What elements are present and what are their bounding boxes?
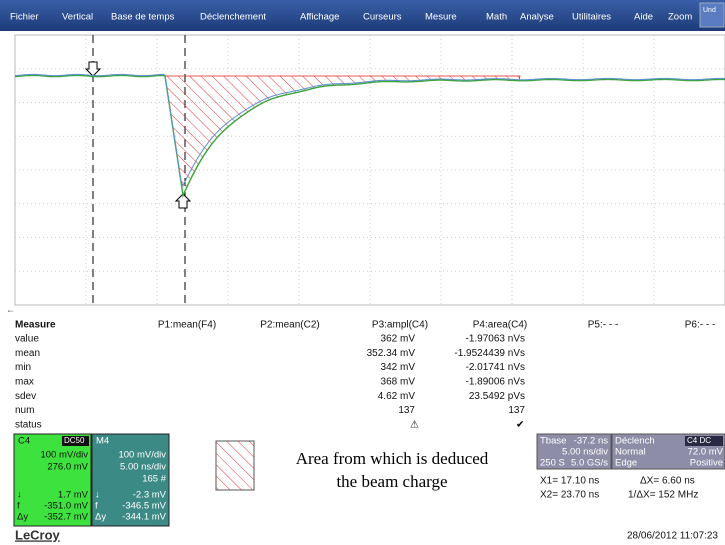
measure-column: P1:mean(F4) <box>158 320 216 331</box>
trace-c4 <box>14 74 725 199</box>
legend-line1: Area from which is deduced <box>296 449 489 468</box>
tbase-delay: -37.2 ns <box>574 436 609 447</box>
p4-value: -1.89006 nVs <box>466 377 526 388</box>
measure-row-label: min <box>15 362 31 373</box>
undo-button[interactable] <box>699 2 725 28</box>
p3-value: 362 mV <box>381 334 416 345</box>
menu-bar <box>0 0 725 31</box>
cursor-dx-readout: ΔX= 6.60 ns <box>640 476 695 487</box>
measure-row-label: max <box>15 377 34 388</box>
readout-symbol: ↓ <box>95 490 100 501</box>
readout-symbol: ↓ <box>17 490 22 501</box>
m4-panel[interactable] <box>91 433 170 527</box>
scroll-arrow: ← <box>6 304 15 314</box>
menu-item[interactable]: Mesure <box>425 12 457 23</box>
measure-column: P3:ampl(C4) <box>372 320 428 331</box>
trig-title: Déclench <box>615 436 655 447</box>
cursor-x1-readout: X1= 17.10 ns <box>540 476 599 487</box>
p4-value: -1.97063 nVs <box>466 334 526 345</box>
status-p3-icon: ⚠ <box>410 420 419 431</box>
cursors <box>84 35 192 305</box>
menu-item[interactable]: Curseurs <box>363 12 402 23</box>
trig-slope: Positive <box>690 458 723 469</box>
c4-scale: 100 mV/div <box>40 450 88 461</box>
p3-value: 137 <box>398 405 415 416</box>
readout-value: -352.7 mV <box>44 512 88 523</box>
legend-swatch <box>215 440 255 491</box>
measure-row-label: mean <box>15 348 40 359</box>
trace-m4 <box>14 73 725 188</box>
tbase-scale: 5.00 ns/div <box>562 447 608 458</box>
readout-symbol: f <box>95 501 98 512</box>
p3-value: 4.62 mV <box>378 391 416 402</box>
readout-value: 1.7 mV <box>58 490 89 501</box>
cursor-marker-2 <box>174 193 192 209</box>
readout-value: -2.3 mV <box>133 490 167 501</box>
status-p4-icon: ✔ <box>516 420 524 431</box>
measure-row-label: value <box>15 334 39 345</box>
c4-panel[interactable] <box>13 433 92 527</box>
trig-type: Edge <box>615 458 637 469</box>
tbase-rate: 5.0 GS/s <box>571 458 608 469</box>
m4-scale: 100 mV/div <box>118 450 166 461</box>
trig-mode: Normal <box>615 447 646 458</box>
c4-readouts: ↓ 1.7 mV f -351.0 mV Δy -352.7 mV <box>17 490 89 523</box>
measure-column: P2:mean(C2) <box>260 320 319 331</box>
p4-value: -2.01741 nVs <box>466 362 526 373</box>
c4-name: C4 <box>18 436 30 447</box>
c4-badge <box>62 436 89 446</box>
menu-item[interactable]: Math <box>486 12 507 23</box>
trig-badge-bg <box>685 436 723 446</box>
readout-value: -344.1 mV <box>122 512 166 523</box>
cursor-x2-readout: X2= 23.70 ns <box>540 490 599 501</box>
measure-row-label: num <box>15 405 34 416</box>
m4-count: 165 # <box>142 474 166 485</box>
zoom-menu[interactable]: Zoom <box>668 12 692 23</box>
p4-value: -1.9524439 nVs <box>454 348 525 359</box>
measure-row-label: status <box>15 419 42 430</box>
menu-item[interactable]: Affichage <box>300 12 339 23</box>
readout-symbol: Δy <box>95 512 106 523</box>
timebase-panel[interactable] <box>536 433 612 470</box>
cursor-inv-readout: 1/ΔX= 152 MHz <box>628 490 698 501</box>
p3-value: 368 mV <box>381 377 416 388</box>
menu-item[interactable]: Utilitaires <box>572 12 611 23</box>
measure-table: P1:mean(F4) P2:mean(C2) P3:ampl(C4) P4:area… <box>15 320 715 431</box>
cursor-marker-1 <box>84 61 102 77</box>
brand: LeCroy <box>15 527 61 542</box>
p3-value: 352.34 mV <box>367 348 416 359</box>
measure-column: P6:- - - <box>685 320 716 331</box>
readout-value: -346.5 mV <box>122 501 166 512</box>
legend-line2: the beam charge <box>336 472 447 491</box>
measure-row-label: sdev <box>15 391 36 402</box>
m4-readouts: ↓ -2.3 mV f -346.5 mV Δy -344.1 mV <box>95 490 167 523</box>
date: 28/06/2012 11:07:23 <box>627 531 718 542</box>
trig-level: 72.0 mV <box>688 447 724 458</box>
measure-column: P5:- - - <box>588 320 619 331</box>
c4-coupling: DC50 <box>64 436 85 445</box>
trig-badge: C4 DC <box>687 436 711 445</box>
menu-item[interactable]: Analyse <box>520 12 554 23</box>
menu-item[interactable]: Déclenchement <box>200 12 266 23</box>
measure-column: P4:area(C4) <box>473 320 527 331</box>
c4-offset: 276.0 mV <box>47 462 88 473</box>
tbase-title: Tbase <box>540 436 566 447</box>
p4-value: 137 <box>508 405 525 416</box>
menu-item[interactable]: Vertical <box>62 12 93 23</box>
tbase-samples: 250 S <box>540 458 565 469</box>
readout-symbol: Δy <box>17 512 28 523</box>
m4-timebase: 5.00 ns/div <box>120 462 166 473</box>
measure-title: Measure <box>15 320 56 331</box>
menu-item[interactable]: Fichier <box>10 12 39 23</box>
readout-symbol: f <box>17 501 20 512</box>
menu-item[interactable]: Aide <box>634 12 653 23</box>
p3-value: 342 mV <box>381 362 416 373</box>
menu-items: Fichier Vertical Base de temps Déclenchemen… <box>10 12 653 23</box>
menu-item[interactable]: Base de temps <box>111 12 175 23</box>
p4-value: 23.5492 pVs <box>469 391 525 402</box>
m4-name: M4 <box>96 436 109 447</box>
readout-value: -351.0 mV <box>44 501 88 512</box>
undo-label[interactable]: Und <box>703 7 716 14</box>
